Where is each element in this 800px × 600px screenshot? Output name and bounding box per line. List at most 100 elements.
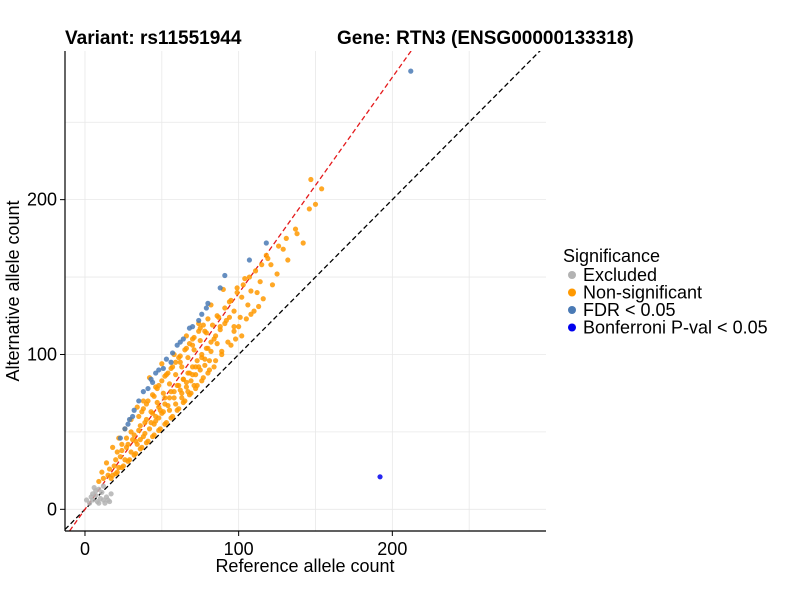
point-fdr-0-05 (122, 426, 128, 432)
point-excluded (106, 498, 113, 505)
point-non-significant (213, 333, 219, 339)
point-non-significant (174, 407, 180, 413)
point-non-significant (110, 444, 116, 450)
point-non-significant (177, 359, 183, 365)
y-tick-label: 100 (27, 344, 57, 364)
point-non-significant (256, 303, 262, 310)
point-non-significant (156, 427, 162, 433)
point-non-significant (205, 370, 211, 376)
point-non-significant (193, 372, 199, 378)
point-non-significant (148, 409, 154, 415)
point-non-significant (257, 279, 263, 285)
point-non-significant (189, 336, 196, 342)
point-non-significant (186, 341, 193, 347)
point-non-significant (162, 401, 168, 407)
point-non-significant (231, 324, 237, 330)
point-non-significant (191, 347, 197, 353)
point-fdr-0-05 (145, 385, 151, 392)
point-non-significant (219, 351, 225, 358)
point-non-significant (222, 320, 228, 327)
point-non-significant (248, 288, 254, 294)
point-non-significant (222, 305, 228, 311)
point-non-significant (203, 330, 209, 336)
point-non-significant (139, 409, 145, 415)
point-non-significant (283, 235, 289, 241)
point-non-significant (168, 415, 174, 421)
point-non-significant (292, 226, 299, 232)
point-non-significant (179, 390, 185, 396)
point-non-significant (308, 176, 314, 183)
point-non-significant (173, 359, 179, 365)
point-non-significant (137, 446, 143, 452)
point-fdr-0-05 (136, 398, 142, 404)
point-non-significant (166, 407, 173, 413)
point-non-significant (136, 413, 142, 420)
point-fdr-0-05 (189, 324, 196, 330)
point-fdr-0-05 (246, 257, 253, 263)
point-bonferroni-p-val-0-05 (377, 474, 383, 480)
point-excluded (96, 500, 102, 506)
point-non-significant (183, 384, 190, 390)
point-non-significant (274, 271, 280, 277)
point-non-significant (276, 243, 282, 249)
legend-swatch (568, 288, 576, 297)
point-fdr-0-05 (117, 435, 123, 441)
point-non-significant (217, 327, 223, 333)
point-non-significant (312, 201, 319, 207)
point-non-significant (114, 449, 120, 455)
point-non-significant (176, 354, 182, 361)
point-non-significant (206, 358, 213, 364)
reference-lines (65, 51, 541, 531)
point-non-significant (156, 382, 162, 389)
point-non-significant (100, 475, 107, 481)
legend-swatch (568, 306, 576, 314)
axis-ticks: 0 100 200 0 100 200 (27, 190, 407, 559)
point-fdr-0-05 (177, 339, 183, 345)
legend-label: Excluded (583, 265, 657, 285)
point-non-significant (143, 401, 150, 407)
x-axis-title: Reference allele count (215, 556, 394, 576)
point-non-significant (96, 478, 102, 485)
point-non-significant (133, 438, 139, 444)
point-non-significant (199, 378, 205, 384)
point-non-significant (268, 262, 274, 268)
legend: Significance ExcludedNon-significantFDR … (563, 246, 768, 338)
point-non-significant (180, 399, 186, 406)
gridlines (65, 51, 546, 531)
point-non-significant (119, 447, 125, 454)
point-non-significant (228, 342, 234, 348)
point-non-significant (214, 341, 220, 347)
point-non-significant (179, 364, 185, 370)
point-fdr-0-05 (160, 365, 166, 372)
point-non-significant (226, 314, 233, 320)
point-non-significant (248, 311, 254, 317)
point-non-significant (228, 297, 234, 303)
point-non-significant (236, 324, 242, 330)
point-non-significant (176, 382, 182, 389)
point-non-significant (99, 469, 105, 475)
point-non-significant (151, 421, 157, 427)
point-non-significant (239, 333, 245, 339)
x-tick-label: 100 (224, 539, 254, 559)
point-non-significant (197, 325, 203, 331)
point-non-significant (213, 358, 219, 364)
point-non-significant (160, 390, 166, 396)
point-fdr-0-05 (148, 376, 154, 382)
point-non-significant (162, 421, 168, 427)
point-fdr-0-05 (263, 240, 269, 246)
y-axis-title: Alternative allele count (3, 200, 23, 381)
point-non-significant (197, 337, 203, 344)
point-non-significant (113, 457, 119, 463)
point-non-significant (188, 378, 194, 384)
point-non-significant (232, 336, 239, 342)
point-fdr-0-05 (217, 285, 223, 291)
point-non-significant (159, 378, 165, 384)
point-non-significant (231, 308, 237, 314)
point-non-significant (137, 423, 143, 429)
point-non-significant (160, 409, 166, 415)
point-non-significant (242, 276, 248, 282)
point-non-significant (166, 381, 173, 387)
point-fdr-0-05 (222, 272, 228, 279)
point-non-significant (280, 246, 286, 252)
